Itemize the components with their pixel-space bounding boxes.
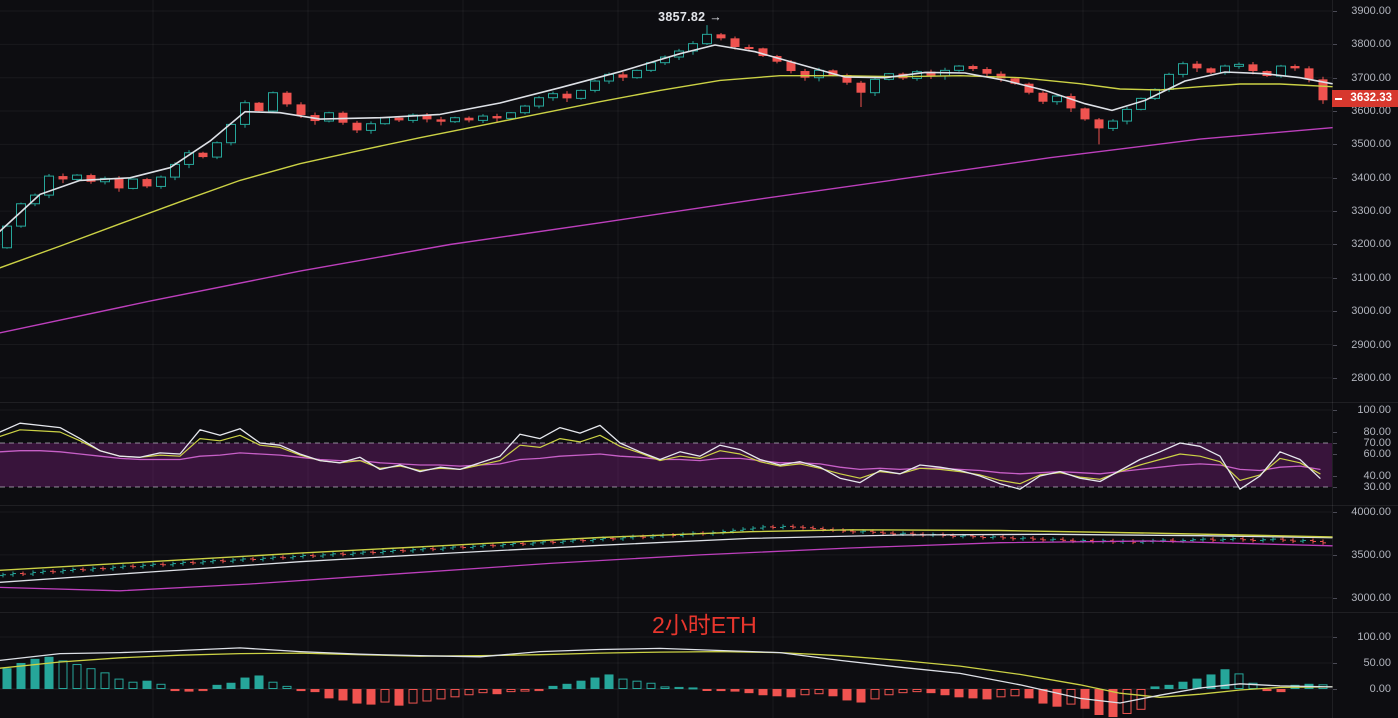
axis-tick [1333,277,1337,279]
axis-label: 3000.00 [1351,591,1391,604]
axis-label: 3900.00 [1351,5,1391,17]
axis-tick [1333,454,1337,455]
axis-label: 100.00 [1357,404,1391,416]
axis-tick [1333,111,1337,113]
axis-label: 60.00 [1363,448,1391,460]
axis-label: 3500.00 [1351,548,1391,561]
axis-tick [1333,11,1337,12]
axis-tick [1333,144,1337,146]
last-price-badge: 3632.33 [1332,90,1398,107]
axis-label: 3800.00 [1351,38,1391,51]
axis-label: 80.00 [1363,426,1391,438]
price-axis[interactable]: 3900.00 3800.00 3700.00 3600.00 3500.00 3400.… [1332,0,1398,718]
axis-label: 2900.00 [1351,338,1391,351]
axis-label: 100.00 [1357,631,1391,643]
peak-price-annotation: 3857.82 → [658,10,722,24]
axis-tick [1333,410,1337,411]
axis-label: 40.00 [1363,470,1391,482]
axis-label: 3700.00 [1351,71,1391,84]
axis-tick [1333,597,1337,599]
axis-tick [1333,344,1337,346]
axis-label: 70.00 [1363,437,1391,449]
axis-tick [1333,244,1337,246]
axis-tick [1333,377,1337,379]
axis-tick [1333,177,1337,179]
timeframe-watermark: 2小时ETH [652,612,757,638]
axis-label: 4000.00 [1351,506,1391,518]
axis-tick [1333,443,1337,444]
axis-tick [1333,512,1337,513]
axis-label: 30.00 [1363,481,1391,493]
axis-tick [1333,432,1337,433]
axis-label: 3200.00 [1351,238,1391,251]
axis-label: 2800.00 [1351,371,1391,384]
axis-label: 3600.00 [1351,105,1391,118]
axis-label: 0.00 [1369,683,1391,695]
axis-tick [1333,44,1337,46]
axis-tick [1333,77,1337,79]
axis-label: 3300.00 [1351,205,1391,218]
axis-label: 3100.00 [1351,271,1391,284]
axis-tick [1333,211,1337,213]
axis-tick [1333,637,1337,638]
axis-label: 3000.00 [1351,305,1391,318]
axis-tick [1333,663,1337,664]
axis-tick [1333,311,1337,313]
axis-tick [1333,689,1337,690]
axis-tick [1333,487,1337,488]
axis-label: 50.00 [1363,657,1391,669]
price-line-tick [1335,98,1342,100]
axis-tick [1333,554,1337,556]
axis-label: 3400.00 [1351,171,1391,184]
axis-label: 3500.00 [1351,138,1391,151]
axis-tick [1333,476,1337,477]
